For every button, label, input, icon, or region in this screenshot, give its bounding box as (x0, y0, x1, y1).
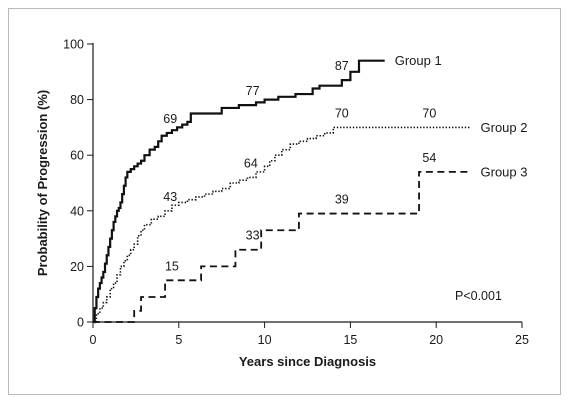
y-tick-label: 100 (63, 38, 84, 52)
series-line-3 (93, 170, 471, 323)
data-label: 54 (422, 151, 436, 165)
labels-group: 69 77 87 Group 1 43 64 70 70 Group 2 15 33 39 54 Grou… (163, 53, 527, 303)
y-tick-label: 40 (70, 204, 84, 218)
y-tick-label: 20 (70, 260, 84, 274)
p-value-annotation: P<0.001 (455, 289, 502, 303)
y-tick-label: 0 (77, 316, 84, 330)
data-label: 43 (163, 190, 177, 204)
series-line-2 (93, 126, 471, 323)
data-label: 15 (165, 259, 179, 273)
series-group (93, 59, 471, 324)
y-tick-label: 80 (70, 93, 84, 107)
y-axis-title: Probability of Progression (%) (35, 90, 50, 276)
series-line-1 (93, 59, 385, 324)
data-label: 64 (244, 156, 258, 170)
x-tick-label: 5 (175, 333, 182, 347)
x-tick-label: 0 (90, 333, 97, 347)
y-tick-label: 60 (70, 149, 84, 163)
data-label: 69 (163, 112, 177, 126)
data-label: 70 (335, 106, 349, 120)
data-label: 70 (422, 106, 436, 120)
x-axis-title: Years since Diagnosis (239, 354, 376, 369)
series-name-label: Group 2 (481, 120, 528, 135)
figure-frame (8, 8, 561, 395)
x-tick-label: 15 (343, 333, 357, 347)
series-name-label: Group 3 (481, 164, 528, 179)
axes: 0 20 40 60 80 100 0 5 10 15 20 25 Years since Diagno… (35, 38, 529, 370)
data-label: 87 (335, 59, 349, 73)
x-tick-label: 10 (258, 333, 272, 347)
x-tick-label: 25 (515, 333, 529, 347)
data-label: 39 (335, 193, 349, 207)
data-label: 33 (246, 229, 260, 243)
data-label: 77 (246, 84, 260, 98)
series-name-label: Group 1 (395, 53, 442, 68)
x-tick-label: 20 (429, 333, 443, 347)
